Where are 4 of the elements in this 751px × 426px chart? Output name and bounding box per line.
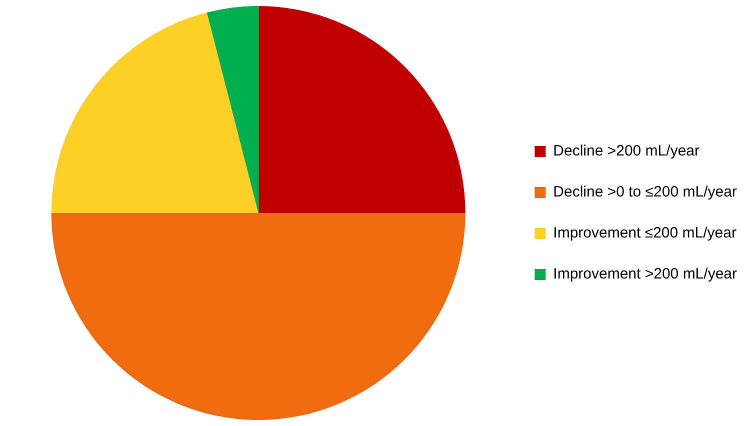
legend-label: Improvement ≤200 mL/year (553, 224, 736, 242)
legend-label: Decline >200 mL/year (553, 142, 700, 160)
legend-label: Decline >0 to ≤200 mL/year (553, 184, 737, 201)
legend-label: Improvement >200 mL/year (553, 266, 738, 283)
